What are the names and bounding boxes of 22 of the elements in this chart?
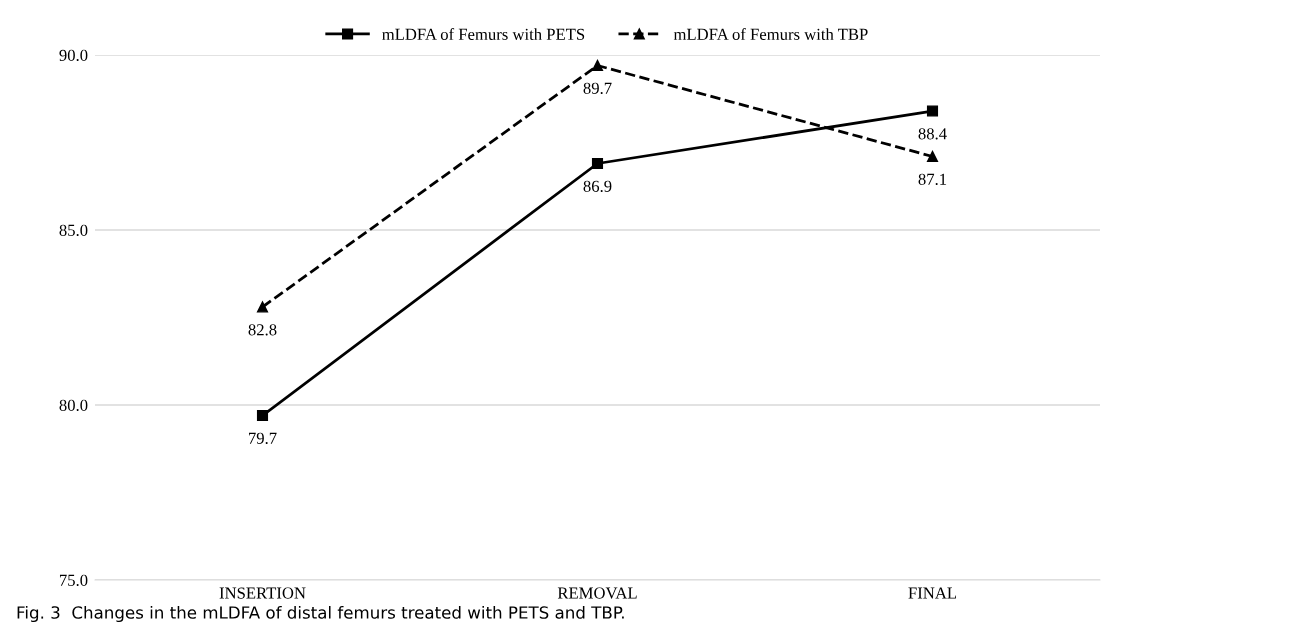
point bbox=[926, 150, 939, 163]
caption: Fig. 3 Changes in the mLDFA of distal femurs treated with PETS and TBP. bbox=[17, 605, 624, 623]
data-label: 89.7 bbox=[583, 82, 612, 94]
y-tick-label: 90.0 bbox=[59, 49, 88, 62]
point bbox=[256, 409, 269, 422]
data-label: 79.7 bbox=[249, 432, 277, 444]
data-label: 87.1 bbox=[918, 173, 947, 185]
point bbox=[256, 301, 269, 313]
data-label: 88.4 bbox=[918, 128, 947, 140]
point bbox=[591, 59, 604, 72]
x-tick-label: FINAL bbox=[908, 587, 957, 599]
y-tick-label: 80.0 bbox=[59, 399, 88, 412]
point bbox=[926, 105, 939, 117]
legend-label: mLDFA of Femurs with TBP bbox=[673, 28, 868, 40]
y-tick-label: 75.0 bbox=[59, 574, 88, 587]
x-tick-label: INSERTION bbox=[219, 587, 306, 599]
data-label: 82.8 bbox=[248, 324, 277, 336]
point bbox=[591, 157, 604, 170]
y-tick-label: 85.0 bbox=[59, 224, 88, 237]
x-tick-label: REMOVAL bbox=[557, 587, 637, 599]
data-label: 86.9 bbox=[583, 180, 612, 192]
legend-label: mLDFA of Femurs with PETS bbox=[382, 28, 585, 40]
